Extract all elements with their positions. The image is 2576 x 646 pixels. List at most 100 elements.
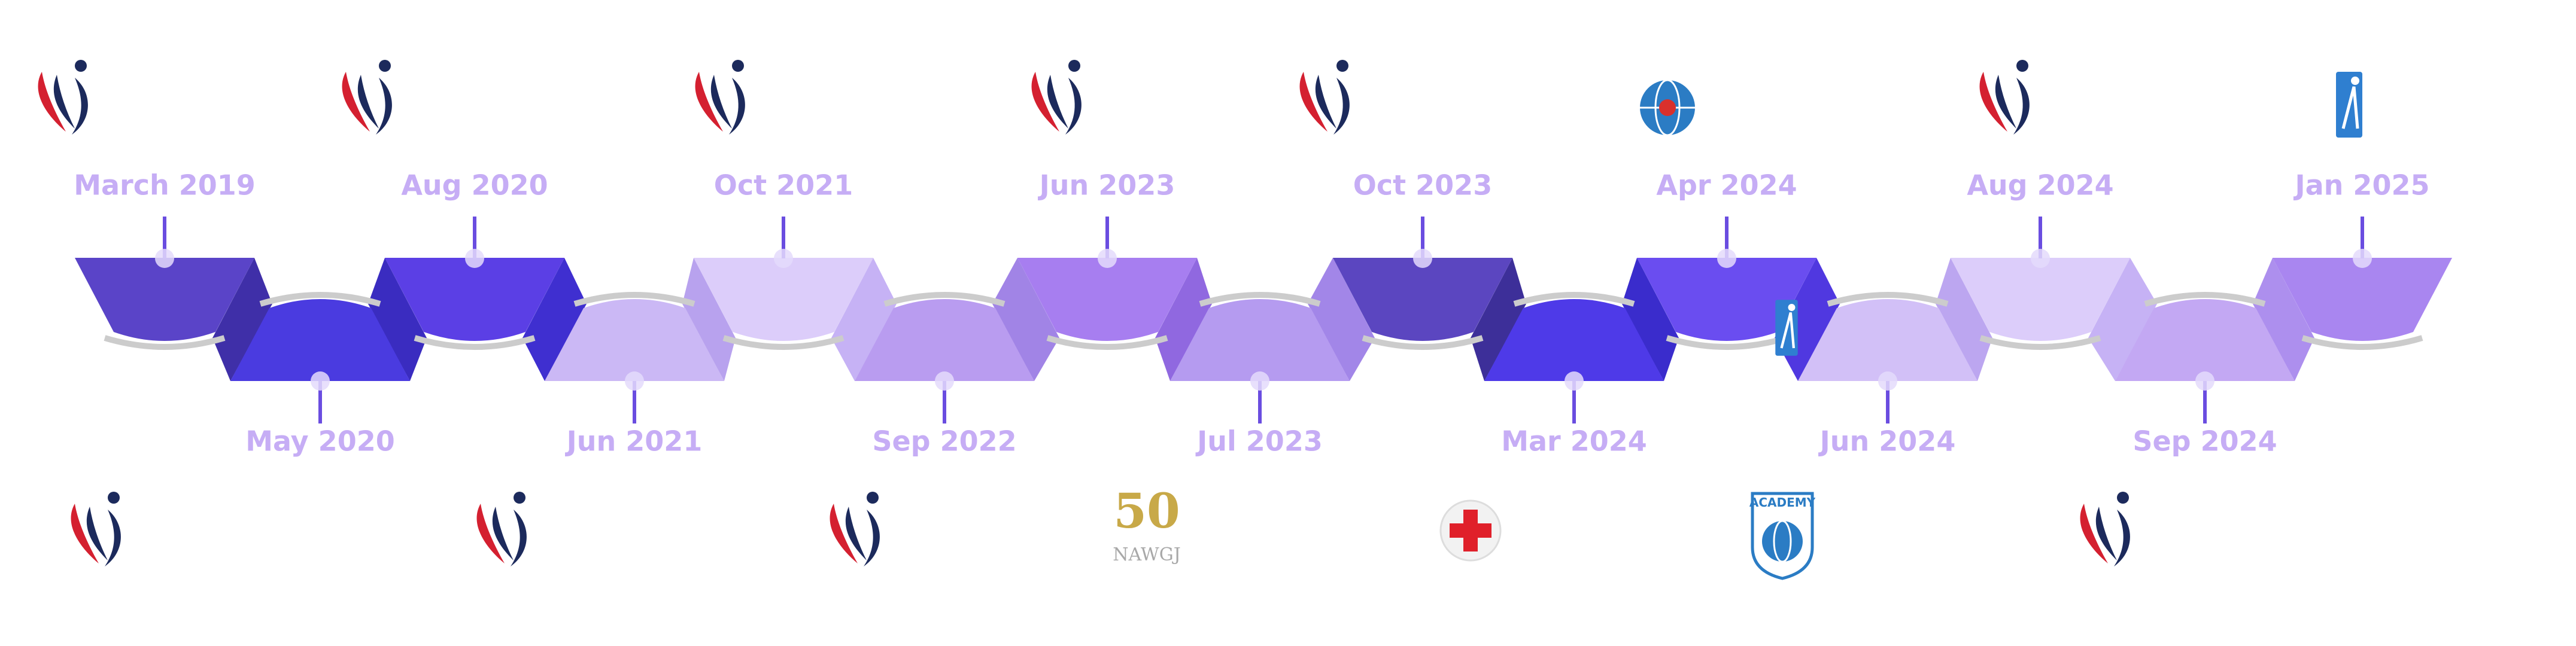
flame-logo — [830, 492, 880, 566]
flame-logo — [342, 60, 392, 135]
logo-shape — [105, 510, 121, 566]
ribbon-fold-bottom — [230, 299, 410, 381]
ribbon-fold-bottom — [2144, 292, 2266, 307]
logo-shape — [2117, 492, 2129, 504]
ribbon-fold-top — [1333, 258, 1512, 341]
logo-shape — [492, 507, 514, 560]
logo-shape — [1315, 75, 1336, 129]
ribbon-twist — [992, 258, 1059, 381]
logo-shape — [53, 75, 75, 129]
ribbon-twist — [2088, 258, 2157, 381]
ribbon-fold-top — [414, 335, 536, 350]
logo-shape — [2095, 507, 2117, 560]
logo-shape — [1450, 523, 1491, 538]
ribbon-twist — [831, 258, 897, 381]
date-label: March 2019 — [74, 169, 256, 202]
logo-shape — [2114, 510, 2130, 566]
logo-shape — [1047, 75, 1068, 129]
ribbon-fold-bottom — [259, 292, 381, 307]
logo-shape — [710, 75, 732, 129]
flame-logo — [1979, 60, 2030, 135]
ribbon-fold-bottom — [1827, 292, 1949, 307]
marker-dot — [1413, 249, 1432, 268]
logo-shape — [75, 60, 87, 72]
logo-shape — [1031, 72, 1059, 132]
logo-shape — [1336, 60, 1348, 72]
ribbon-fold-bottom — [2115, 299, 2295, 381]
flame-logo — [695, 60, 745, 135]
logo-shape — [1659, 99, 1676, 116]
gymnast-logo — [2336, 72, 2362, 138]
logo-shape — [845, 507, 867, 560]
ribbon-fold-top — [1046, 335, 1168, 350]
marker-dot — [1250, 371, 1269, 391]
ribbon-fold-top — [75, 258, 254, 341]
ribbon-fold-top — [2273, 258, 2452, 341]
ribbon-twist — [1471, 258, 1526, 381]
ribbon-fold-top — [1666, 335, 1788, 350]
marker-dot — [774, 249, 793, 268]
logo-shape — [732, 60, 744, 72]
ribbon-fold-bottom — [1484, 299, 1664, 381]
logo-shape — [2013, 78, 2030, 135]
nawgj-logo: 50 NAWGJ — [1113, 483, 1181, 565]
logo-shape — [2016, 60, 2028, 72]
ribbon-twist — [682, 258, 736, 381]
marker-dot — [155, 249, 174, 268]
ribbon-fold-bottom — [1798, 299, 1977, 381]
ribbon-twist — [1308, 258, 1375, 381]
marker-dot — [2353, 249, 2372, 268]
logo-shape — [108, 492, 120, 504]
ribbon-twist — [1936, 258, 1992, 381]
logo-shape — [86, 507, 108, 560]
logo-shape — [476, 504, 505, 563]
date-label: Aug 2020 — [401, 169, 548, 202]
markers: March 2019 Aug 2020 Oct 2021 Jun 2023 Oct 20… — [74, 169, 2429, 458]
flame-logo — [38, 60, 88, 135]
date-label: Jun 2023 — [1038, 169, 1175, 202]
marker-dot — [1098, 249, 1117, 268]
logo-shape — [357, 75, 379, 129]
ribbon-twist — [1155, 258, 1212, 381]
marker-dot — [2031, 249, 2050, 268]
ribbon — [75, 258, 2452, 381]
marker-dot — [1717, 249, 1736, 268]
logo-shape — [867, 492, 879, 504]
ribbon-fold-bottom — [883, 292, 1006, 307]
date-label: Apr 2024 — [1656, 169, 1797, 202]
logo-shape — [864, 510, 880, 566]
ribbon-fold-top — [104, 335, 226, 350]
ribbon-fold-bottom — [1199, 292, 1321, 307]
date-label: Jul 2023 — [1195, 425, 1323, 458]
marker-dot — [1565, 371, 1584, 391]
ribbon-fold-top — [2301, 335, 2423, 350]
ribbon-fold-bottom — [855, 299, 1034, 381]
date-label: Aug 2024 — [1967, 169, 2113, 202]
logo-text: NAWGJ — [1113, 544, 1181, 565]
logo-shape — [830, 504, 858, 563]
logo-shape — [1788, 304, 1796, 311]
date-label: Sep 2022 — [872, 425, 1016, 458]
red-cross-logo — [1439, 499, 1502, 562]
marker-dot — [311, 371, 330, 391]
ribbon-fold-bottom — [1513, 292, 1635, 307]
logo-shape — [1333, 78, 1350, 135]
ribbon-twist — [523, 258, 587, 381]
logo-shape — [695, 72, 723, 132]
globe-logo — [1640, 79, 1695, 136]
logo-shape — [71, 504, 99, 563]
logo-shape — [376, 78, 392, 135]
marker-dot — [935, 371, 954, 391]
logo-shape — [1995, 75, 2016, 129]
logo-shape — [514, 492, 525, 504]
logos: 50 NAWGJ ACADEMY — [38, 60, 2362, 580]
ribbon-fold-top — [1979, 335, 2101, 350]
ribbon-twist — [212, 258, 272, 381]
logo-shape — [1773, 520, 1792, 563]
ribbon-fold-bottom — [545, 299, 724, 381]
logo-shape — [1780, 312, 1796, 349]
marker-dot — [1878, 371, 1897, 391]
logo-shape — [729, 78, 745, 135]
logo-shape — [1979, 72, 2007, 132]
